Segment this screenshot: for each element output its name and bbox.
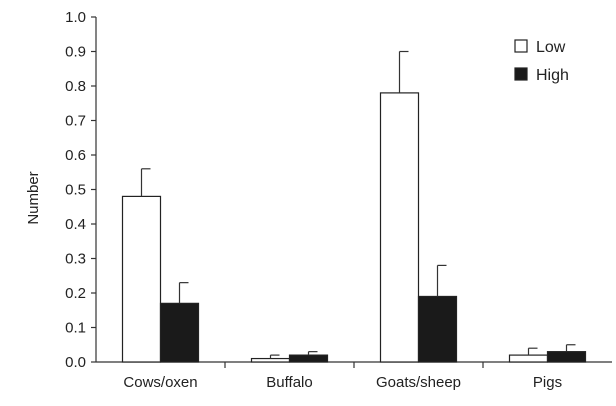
bar-low-2 — [379, 92, 420, 363]
legend-swatch-low — [514, 39, 528, 53]
legend-label-low: Low — [536, 39, 566, 56]
x-tick-label: Cows/oxen — [123, 374, 197, 391]
y-tick-label: 0.2 — [65, 285, 86, 302]
x-tick-label: Buffalo — [266, 374, 312, 391]
y-tick-label: 0.1 — [65, 320, 86, 337]
legend-label-high: High — [536, 67, 569, 84]
y-tick-label: 1.0 — [65, 9, 86, 26]
y-tick-label: 0.4 — [65, 216, 86, 233]
bar-high-1 — [288, 354, 329, 363]
y-tick-label: 0.8 — [65, 78, 86, 95]
bar-low-0 — [121, 195, 162, 363]
y-tick-label: 0.3 — [65, 251, 86, 268]
legend-swatch-high — [514, 67, 528, 81]
y-tick-label: 0.5 — [65, 182, 86, 199]
bar-low-3 — [508, 354, 549, 363]
error-bars — [140, 50, 576, 359]
y-tick-label: 0.9 — [65, 44, 86, 61]
y-axis-label: Number — [25, 171, 42, 224]
x-tick-label: Goats/sheep — [376, 374, 461, 391]
legend: Low High — [514, 39, 569, 84]
x-tick-label: Pigs — [533, 374, 562, 391]
tick-labels: 0.0 0.1 0.2 0.3 0.4 0.5 0.6 0.7 0.8 0.9 1.0 Cows/ox… — [65, 9, 562, 391]
y-tick-label: 0.6 — [65, 147, 86, 164]
bar-high-3 — [546, 351, 587, 363]
y-tick-label: 0.7 — [65, 113, 86, 130]
bar-high-2 — [417, 295, 458, 363]
bars — [121, 92, 587, 363]
y-tick-label: 0.0 — [65, 354, 86, 371]
bar-high-0 — [159, 302, 200, 363]
bar-low-1 — [250, 357, 291, 363]
